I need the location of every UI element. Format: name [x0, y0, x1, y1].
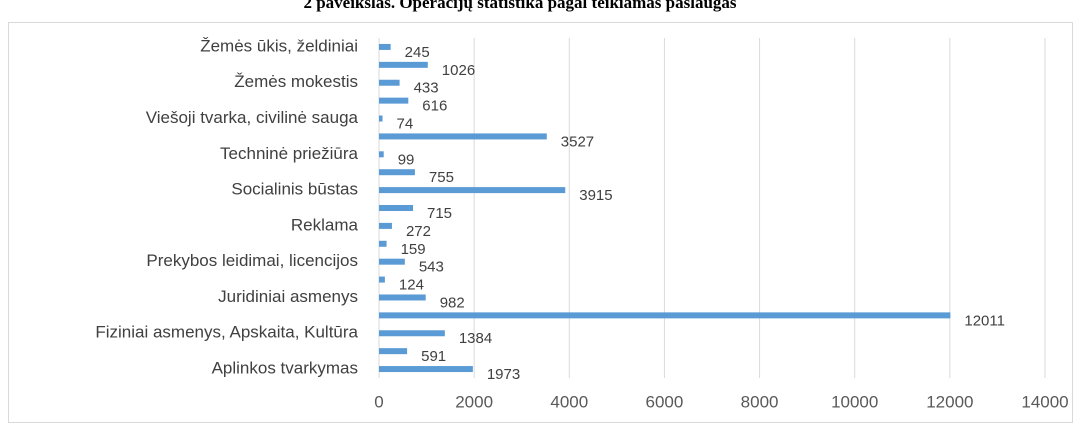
data-label: 12011	[964, 312, 1005, 329]
bar	[379, 276, 385, 283]
y-tick-label: Žemės mokestis	[234, 72, 358, 91]
x-tick-label: 8000	[741, 392, 779, 411]
bar	[379, 133, 547, 140]
bar	[379, 97, 409, 104]
y-tick-label: Viešoji tvarka, civilinė sauga	[146, 108, 359, 127]
data-label: 124	[399, 277, 424, 294]
y-tick-label: Fiziniai asmenys, Apskaita, Kultūra	[95, 323, 358, 342]
bar	[379, 222, 392, 229]
bar	[379, 169, 415, 176]
y-tick-label: Žemės ūkis, želdiniai	[200, 36, 358, 55]
data-label: 1026	[442, 62, 475, 79]
data-label: 159	[401, 241, 426, 258]
data-label: 1973	[487, 366, 520, 383]
bar	[379, 187, 566, 194]
data-label: 433	[414, 80, 439, 97]
data-label: 3915	[579, 187, 612, 204]
bar	[379, 348, 408, 355]
x-tick-label: 12000	[926, 392, 973, 411]
data-label: 982	[440, 294, 465, 311]
data-label: 1384	[459, 330, 492, 347]
bar	[379, 151, 384, 158]
y-tick-label: Techninė priežiūra	[220, 144, 359, 163]
y-tick-label: Prekybos leidimai, licencijos	[146, 251, 358, 270]
bar	[379, 115, 383, 122]
data-label: 715	[427, 205, 452, 222]
chart-title: 2 paveikslas. Operacijų statistika pagal…	[303, 0, 736, 12]
bar	[379, 258, 405, 265]
x-tick-label: 14000	[1021, 392, 1068, 411]
bar	[379, 240, 387, 247]
y-tick-label: Reklama	[291, 215, 359, 234]
bar	[379, 205, 414, 211]
bar	[379, 330, 445, 337]
x-tick-label: 6000	[646, 392, 684, 411]
data-label: 245	[405, 44, 430, 61]
data-label: 543	[419, 259, 444, 276]
bar	[379, 294, 426, 301]
x-tick-label: 10000	[831, 392, 878, 411]
y-tick-label: Juridiniai asmenys	[218, 287, 358, 306]
data-label: 272	[406, 223, 431, 240]
x-tick-label: 4000	[550, 392, 588, 411]
data-label: 3527	[561, 133, 594, 150]
x-tick-label: 0	[374, 392, 383, 411]
chart-border	[8, 22, 1073, 423]
bar	[379, 312, 951, 319]
bar	[379, 61, 428, 68]
bar	[379, 79, 400, 86]
y-tick-label: Socialinis būstas	[231, 180, 358, 199]
data-label: 591	[421, 348, 446, 365]
x-tick-label: 2000	[455, 392, 493, 411]
bar	[379, 43, 391, 50]
data-label: 99	[398, 151, 415, 168]
y-tick-label: Aplinkos tvarkymas	[212, 359, 358, 378]
data-label: 74	[397, 115, 414, 132]
data-label: 616	[422, 98, 447, 115]
data-label: 755	[429, 169, 454, 186]
bar	[379, 366, 473, 373]
